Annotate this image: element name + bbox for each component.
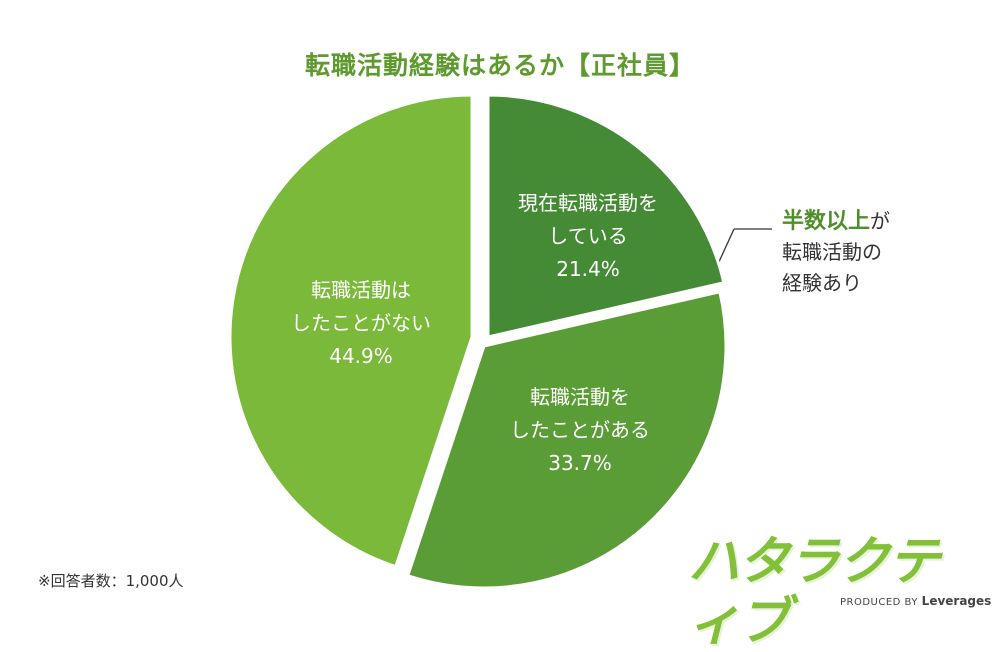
pie-slice [486,93,726,339]
pie-slice [405,289,728,590]
annotation-highlight: 半数以上 [782,209,871,234]
slice-category-label: 現在転職活動を [518,191,658,215]
respondent-note: ※回答者数：1,000人 [38,572,184,590]
slice-value-label: 33.7% [548,451,612,475]
slice-category-label: 転職活動は [311,278,411,302]
producer-prefix: PRODUCED BY [840,597,918,608]
annotation-suffix: が [870,209,891,233]
annotation-leader-line [717,228,735,265]
producer-credit: PRODUCED BY Leverages [840,594,991,608]
slice-category-label: 転職活動を [530,385,630,409]
hataractive-logo: ハタラクティブ [688,532,940,652]
annotation-line-1: 半数以上が [782,206,890,237]
annotation-line-3: 経験あり [782,271,862,295]
slice-value-label: 44.9% [329,344,393,368]
slice-category-label: している [548,224,627,248]
slice-category-label: したことがある [510,418,650,442]
slice-category-label: したことがない [291,311,431,335]
annotation-line-2: 転職活動の [782,240,882,264]
producer-brand: Leverages [921,594,992,608]
slice-value-label: 21.4% [556,257,620,281]
pie-slice [228,93,474,569]
pie-slices [228,93,728,590]
chart-title: 転職活動経験はあるか【正社員】 [304,51,695,80]
annotation-callout: 半数以上が 転職活動の 経験あり [782,206,890,299]
